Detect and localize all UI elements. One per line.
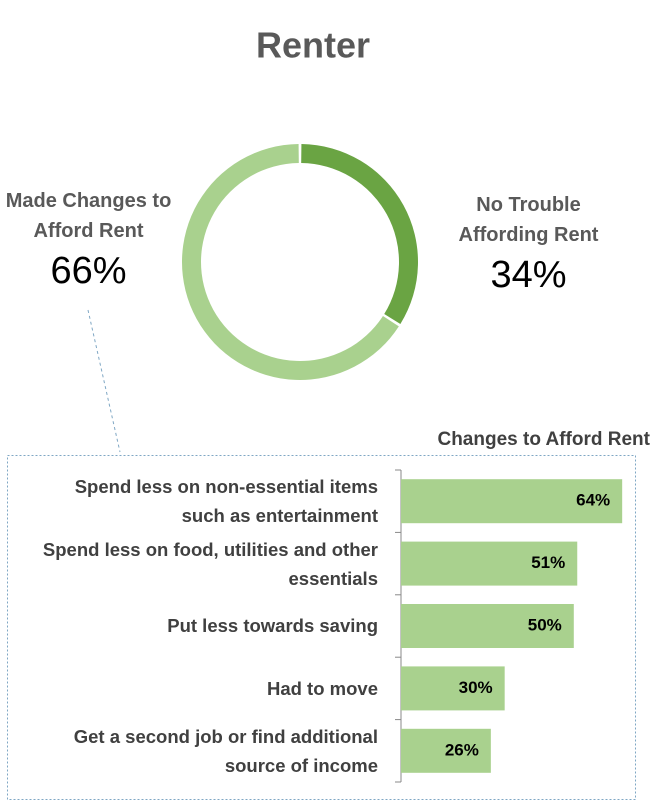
callout-line xyxy=(87,309,121,453)
bar-value-label: 64% xyxy=(576,491,610,510)
bar-category-label: Spend less on food, utilities and other … xyxy=(42,538,378,589)
bar-category-label: Put less towards saving xyxy=(167,615,378,637)
callout-box xyxy=(7,455,636,800)
bar-value-label: 26% xyxy=(445,740,479,759)
bar-title: Changes to Afford Rent xyxy=(437,429,650,450)
donut-value-label: 66% xyxy=(50,250,127,292)
bar-category-label: Get a second job or find additional sour… xyxy=(73,725,378,776)
bar xyxy=(401,728,491,773)
donut-value-label: 34% xyxy=(490,254,567,296)
bar-category-label: Had to move xyxy=(266,677,378,699)
donut-slice xyxy=(301,144,418,325)
donut-label: No Trouble Affording Rent xyxy=(458,194,599,246)
bar xyxy=(401,604,574,648)
bar-category-label: Spend less on non-essential items such a… xyxy=(74,476,378,527)
donut-title: Renter xyxy=(256,25,370,66)
bar xyxy=(401,479,623,524)
bar xyxy=(401,541,578,586)
bar-value-label: 50% xyxy=(528,615,562,634)
bar-value-label: 51% xyxy=(531,553,565,572)
bar-value-label: 30% xyxy=(459,678,493,697)
bar xyxy=(401,666,505,711)
donut-label: Made Changes to Afford Rent xyxy=(5,190,172,242)
